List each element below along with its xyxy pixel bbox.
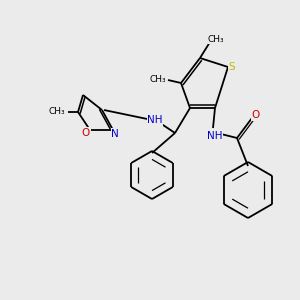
Text: O: O <box>252 110 260 120</box>
Text: O: O <box>82 128 90 138</box>
Text: S: S <box>229 62 235 72</box>
Text: NH: NH <box>147 115 163 125</box>
Text: CH₃: CH₃ <box>49 107 65 116</box>
Text: N: N <box>111 129 119 139</box>
Text: CH₃: CH₃ <box>208 34 224 43</box>
Text: NH: NH <box>207 131 223 141</box>
Text: CH₃: CH₃ <box>150 76 166 85</box>
